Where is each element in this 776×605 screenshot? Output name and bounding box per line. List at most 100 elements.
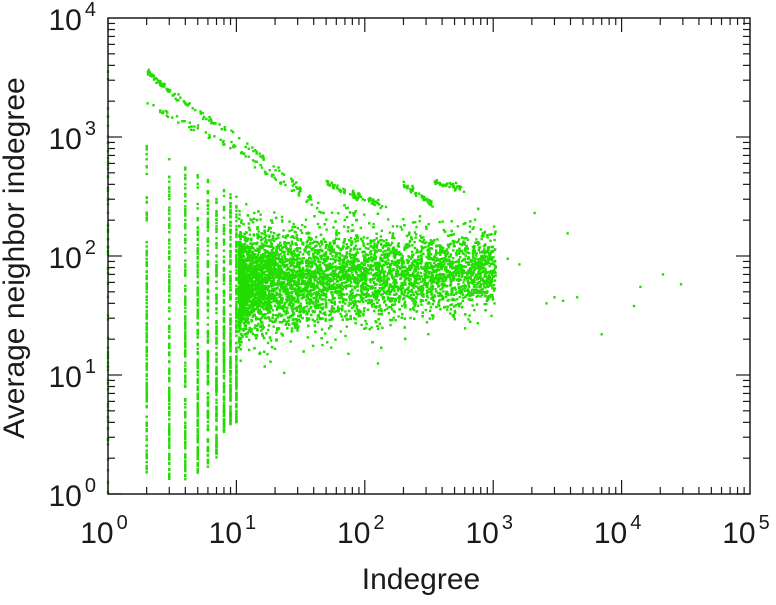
scatter-point <box>430 243 433 246</box>
scatter-point <box>275 297 278 300</box>
scatter-point <box>168 442 171 445</box>
scatter-point <box>206 192 210 195</box>
scatter-point <box>145 364 148 367</box>
scatter-point <box>215 228 218 231</box>
scatter-point <box>333 300 336 303</box>
scatter-point <box>345 252 348 255</box>
scatter-point <box>252 233 255 236</box>
scatter-point <box>196 366 199 370</box>
scatter-point <box>196 230 199 233</box>
scatter-point <box>206 338 210 341</box>
scatter-point <box>235 233 238 237</box>
scatter-point <box>229 232 232 235</box>
scatter-point <box>355 272 358 275</box>
scatter-point <box>196 395 199 399</box>
scatter-point <box>229 380 232 383</box>
scatter-point <box>184 263 187 266</box>
scatter-point <box>222 241 226 244</box>
scatter-point <box>477 249 480 252</box>
scatter-point <box>215 198 218 201</box>
scatter-point <box>196 393 199 397</box>
scatter-point <box>250 330 253 334</box>
scatter-point <box>235 391 238 394</box>
scatter-point <box>222 327 226 330</box>
scatter-point <box>273 211 276 214</box>
scatter-point <box>206 400 210 403</box>
scatter-point <box>229 357 232 361</box>
scatter-point <box>335 283 339 287</box>
scatter-point <box>363 213 366 216</box>
scatter-point <box>485 302 488 306</box>
scatter-point <box>358 300 361 303</box>
scatter-point <box>196 420 199 423</box>
scatter-point <box>369 272 373 275</box>
scatter-point <box>145 200 148 203</box>
scatter-point <box>245 335 248 338</box>
scatter-point <box>445 260 448 263</box>
scatter-point <box>294 274 297 277</box>
scatter-point <box>426 294 429 297</box>
scatter-point <box>235 397 238 400</box>
scatter-point <box>196 373 199 377</box>
scatter-point <box>196 182 199 186</box>
scatter-point <box>229 326 232 330</box>
scatter-point <box>184 424 187 428</box>
scatter-point <box>206 397 210 400</box>
scatter-point <box>235 306 238 309</box>
scatter-point <box>409 316 412 320</box>
scatter-point <box>480 235 484 238</box>
scatter-point <box>276 307 279 310</box>
scatter-point <box>184 412 187 416</box>
scatter-point <box>229 388 232 391</box>
scatter-point <box>184 370 187 373</box>
scatter-point <box>145 263 148 266</box>
scatter-point <box>215 436 218 439</box>
scatter-point <box>235 216 238 219</box>
scatter-point <box>285 295 288 298</box>
scatter-point <box>403 297 406 300</box>
scatter-point <box>215 338 218 341</box>
scatter-point <box>286 320 289 323</box>
scatter-point <box>324 313 327 317</box>
scatter-point <box>457 252 461 255</box>
scatter-point <box>235 346 238 349</box>
scatter-point <box>411 284 414 287</box>
scatter-point <box>419 300 422 303</box>
scatter-point <box>349 269 352 272</box>
scatter-point <box>215 445 218 448</box>
scatter-point <box>415 295 418 299</box>
scatter-point <box>229 255 232 258</box>
scatter-point <box>222 223 226 227</box>
scatter-point <box>347 239 351 242</box>
scatter-point <box>382 250 385 254</box>
scatter-point <box>229 317 232 320</box>
scatter-point <box>235 240 238 244</box>
scatter-point <box>168 294 171 297</box>
scatter-point <box>343 255 346 258</box>
scatter-point <box>414 300 417 303</box>
scatter-point <box>215 407 218 410</box>
scatter-point <box>427 272 431 275</box>
scatter-point <box>288 299 291 302</box>
scatter-point <box>215 427 218 431</box>
scatter-point <box>168 306 171 309</box>
scatter-point <box>467 292 470 295</box>
scatter-point <box>261 292 264 296</box>
scatter-point <box>168 180 171 183</box>
scatter-point <box>366 242 369 246</box>
scatter-point <box>196 290 199 293</box>
scatter-point <box>196 257 199 260</box>
scatter-point <box>476 322 479 325</box>
scatter-point <box>145 461 148 464</box>
scatter-point <box>305 317 309 320</box>
scatter-point <box>196 249 199 252</box>
scatter-point <box>463 258 466 261</box>
scatter-point <box>460 285 463 288</box>
scatter-point <box>229 258 232 262</box>
scatter-point <box>235 325 238 328</box>
scatter-point <box>215 244 218 247</box>
scatter-point <box>206 278 210 281</box>
scatter-point <box>427 247 431 251</box>
scatter-point <box>184 346 187 349</box>
scatter-point <box>168 212 171 215</box>
